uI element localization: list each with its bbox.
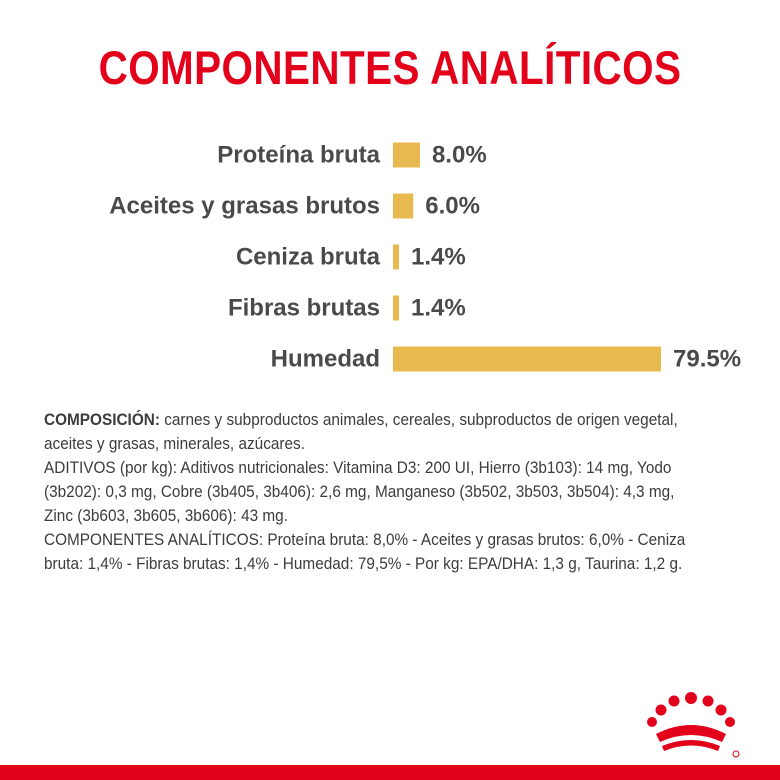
category-label: Ceniza bruta <box>236 244 381 271</box>
value-label: 8.0% <box>432 142 487 169</box>
category-label: Proteína bruta <box>217 142 380 169</box>
category-label: Fibras brutas <box>228 295 380 322</box>
category-label: Humedad <box>271 346 380 373</box>
bar <box>393 142 420 168</box>
value-label: 1.4% <box>411 244 466 271</box>
bar <box>393 346 661 372</box>
bar <box>393 244 399 270</box>
analytical-components-chart: Proteína bruta 8.0% Aceites y grasas bruto… <box>109 142 741 373</box>
composition-block: COMPOSICIÓN: carnes y subproductos anima… <box>44 408 695 576</box>
bottom-brand-bar <box>0 765 780 780</box>
composition-text: carnes y subproductos animales, cereales… <box>44 411 678 453</box>
value-label: 1.4% <box>411 295 466 322</box>
composition-heading: COMPOSICIÓN: <box>44 411 160 429</box>
category-label: Aceites y grasas brutos <box>109 193 380 220</box>
crown-logo-icon <box>647 692 740 758</box>
value-label: 79.5% <box>673 346 741 373</box>
analytical-text: COMPONENTES ANALÍTICOS: Proteína bruta: … <box>44 531 686 573</box>
page-title: COMPONENTES ANALÍTICOS <box>98 41 682 94</box>
additives-text: ADITIVOS (por kg): Aditivos nutricionale… <box>44 459 675 525</box>
value-label: 6.0% <box>425 193 480 220</box>
bar <box>393 295 399 321</box>
composition-paragraph: COMPOSICIÓN: carnes y subproductos anima… <box>44 408 695 456</box>
bar <box>393 193 414 219</box>
